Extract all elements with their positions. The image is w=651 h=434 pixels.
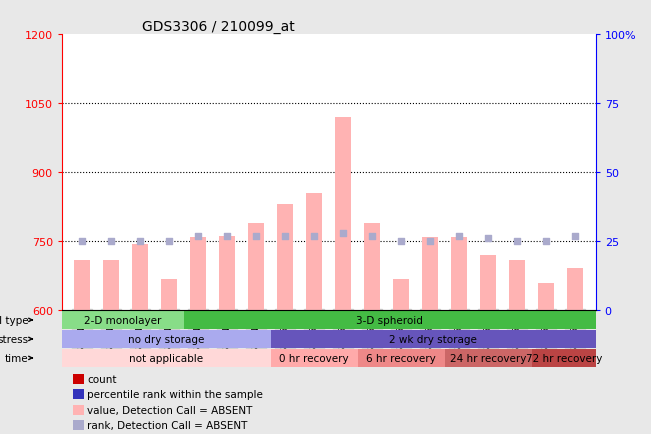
Bar — [72, 389, 84, 399]
Bar — [248, 223, 264, 311]
Point — [454, 233, 465, 240]
Text: GDS3306 / 210099_at: GDS3306 / 210099_at — [142, 20, 295, 34]
Point — [338, 230, 348, 237]
Text: value, Detection Call = ABSENT: value, Detection Call = ABSENT — [87, 405, 253, 415]
Point — [193, 233, 203, 240]
Bar — [306, 194, 322, 311]
Point — [483, 235, 493, 242]
Bar — [422, 237, 438, 311]
Point — [164, 238, 174, 245]
Point — [512, 238, 523, 245]
Text: 2-D monolayer: 2-D monolayer — [84, 315, 161, 325]
Text: time: time — [5, 353, 28, 363]
Bar — [568, 268, 583, 311]
Point — [309, 233, 320, 240]
Bar — [277, 205, 293, 311]
Bar — [190, 237, 206, 311]
Bar — [335, 118, 352, 311]
Text: stress: stress — [0, 334, 28, 344]
Point — [77, 238, 87, 245]
Point — [367, 233, 378, 240]
Bar — [451, 237, 467, 311]
Text: no dry storage: no dry storage — [128, 334, 204, 344]
Bar — [104, 260, 119, 311]
Point — [106, 238, 117, 245]
Point — [280, 233, 290, 240]
Point — [222, 233, 232, 240]
Bar — [72, 421, 84, 430]
Bar — [480, 256, 496, 311]
Bar — [509, 260, 525, 311]
Text: 24 hr recovery: 24 hr recovery — [450, 353, 527, 363]
Bar — [161, 279, 177, 311]
Bar — [365, 223, 380, 311]
Point — [425, 238, 436, 245]
Text: cell type: cell type — [0, 315, 28, 325]
Text: 72 hr recovery: 72 hr recovery — [525, 353, 602, 363]
Text: 6 hr recovery: 6 hr recovery — [367, 353, 436, 363]
Bar — [132, 244, 148, 311]
Point — [396, 238, 406, 245]
Text: rank, Detection Call = ABSENT: rank, Detection Call = ABSENT — [87, 420, 248, 430]
Bar — [72, 405, 84, 415]
Text: 2 wk dry storage: 2 wk dry storage — [389, 334, 477, 344]
Bar — [538, 283, 554, 311]
Point — [570, 233, 581, 240]
Bar — [219, 236, 235, 311]
Bar — [72, 374, 84, 384]
Text: 0 hr recovery: 0 hr recovery — [279, 353, 349, 363]
Point — [541, 238, 551, 245]
Point — [135, 238, 145, 245]
Text: not applicable: not applicable — [130, 353, 203, 363]
Bar — [74, 260, 90, 311]
Text: 3-D spheroid: 3-D spheroid — [356, 315, 423, 325]
Text: percentile rank within the sample: percentile rank within the sample — [87, 389, 264, 399]
Point — [251, 233, 262, 240]
Bar — [393, 279, 409, 311]
Text: count: count — [87, 374, 117, 384]
